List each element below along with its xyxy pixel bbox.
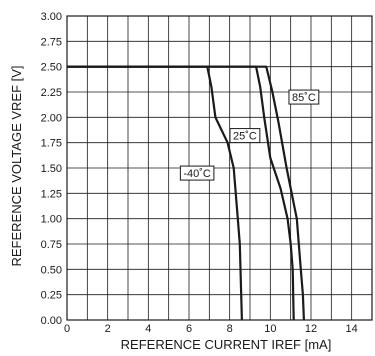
x-tick-label: 10 xyxy=(264,323,276,335)
y-tick-label: 0.50 xyxy=(41,264,62,276)
y-tick-label: 2.75 xyxy=(41,36,62,48)
y-tick-label: 1.50 xyxy=(41,163,62,175)
plot-frame xyxy=(66,15,373,321)
y-tick-label: 0.00 xyxy=(41,315,62,327)
x-tick-label: 8 xyxy=(227,323,233,335)
grid xyxy=(66,15,373,321)
x-tick-label: 12 xyxy=(305,323,317,335)
y-tick-label: 1.75 xyxy=(41,138,62,150)
x-tick-label: 6 xyxy=(186,323,192,335)
x-tick-label: 4 xyxy=(145,323,151,335)
y-tick-label: 0.25 xyxy=(41,290,62,302)
y-tick-label: 0.75 xyxy=(41,239,62,251)
series-layer xyxy=(67,65,305,321)
y-tick-label: 2.25 xyxy=(41,87,62,99)
y-tick-label: 1.00 xyxy=(41,214,62,226)
series-annotation: 25˚C xyxy=(233,131,257,143)
x-tick-label: 2 xyxy=(105,323,111,335)
annotation-box xyxy=(229,128,261,144)
series-line xyxy=(67,65,305,321)
annotation-box xyxy=(288,89,320,105)
y-axis-label: REFERENCE VOLTAGE VREF [V] xyxy=(9,65,24,266)
y-tick-label: 3.00 xyxy=(41,11,62,23)
series-line xyxy=(67,65,295,321)
x-tick-label: 0 xyxy=(64,323,70,335)
series-annotation: 85˚C xyxy=(292,92,316,104)
tick-labels: 0 2 4 6 8 10 12 14 0.00 0.25 0.50 0.75 1.00 1.25 1.50 1… xyxy=(41,11,358,335)
y-tick-label: 2.50 xyxy=(41,62,62,74)
x-axis-label: REFERENCE CURRENT IREF [mA] xyxy=(121,337,332,352)
series-line xyxy=(67,65,243,321)
y-tick-label: 2.00 xyxy=(41,112,62,124)
annotation-box xyxy=(179,165,215,181)
series-annotation: -40˚C xyxy=(183,168,211,180)
x-tick-label: 14 xyxy=(346,323,358,335)
annotation-layer: 85˚C 25˚C -40˚C xyxy=(179,89,320,181)
y-tick-label: 1.25 xyxy=(41,188,62,200)
